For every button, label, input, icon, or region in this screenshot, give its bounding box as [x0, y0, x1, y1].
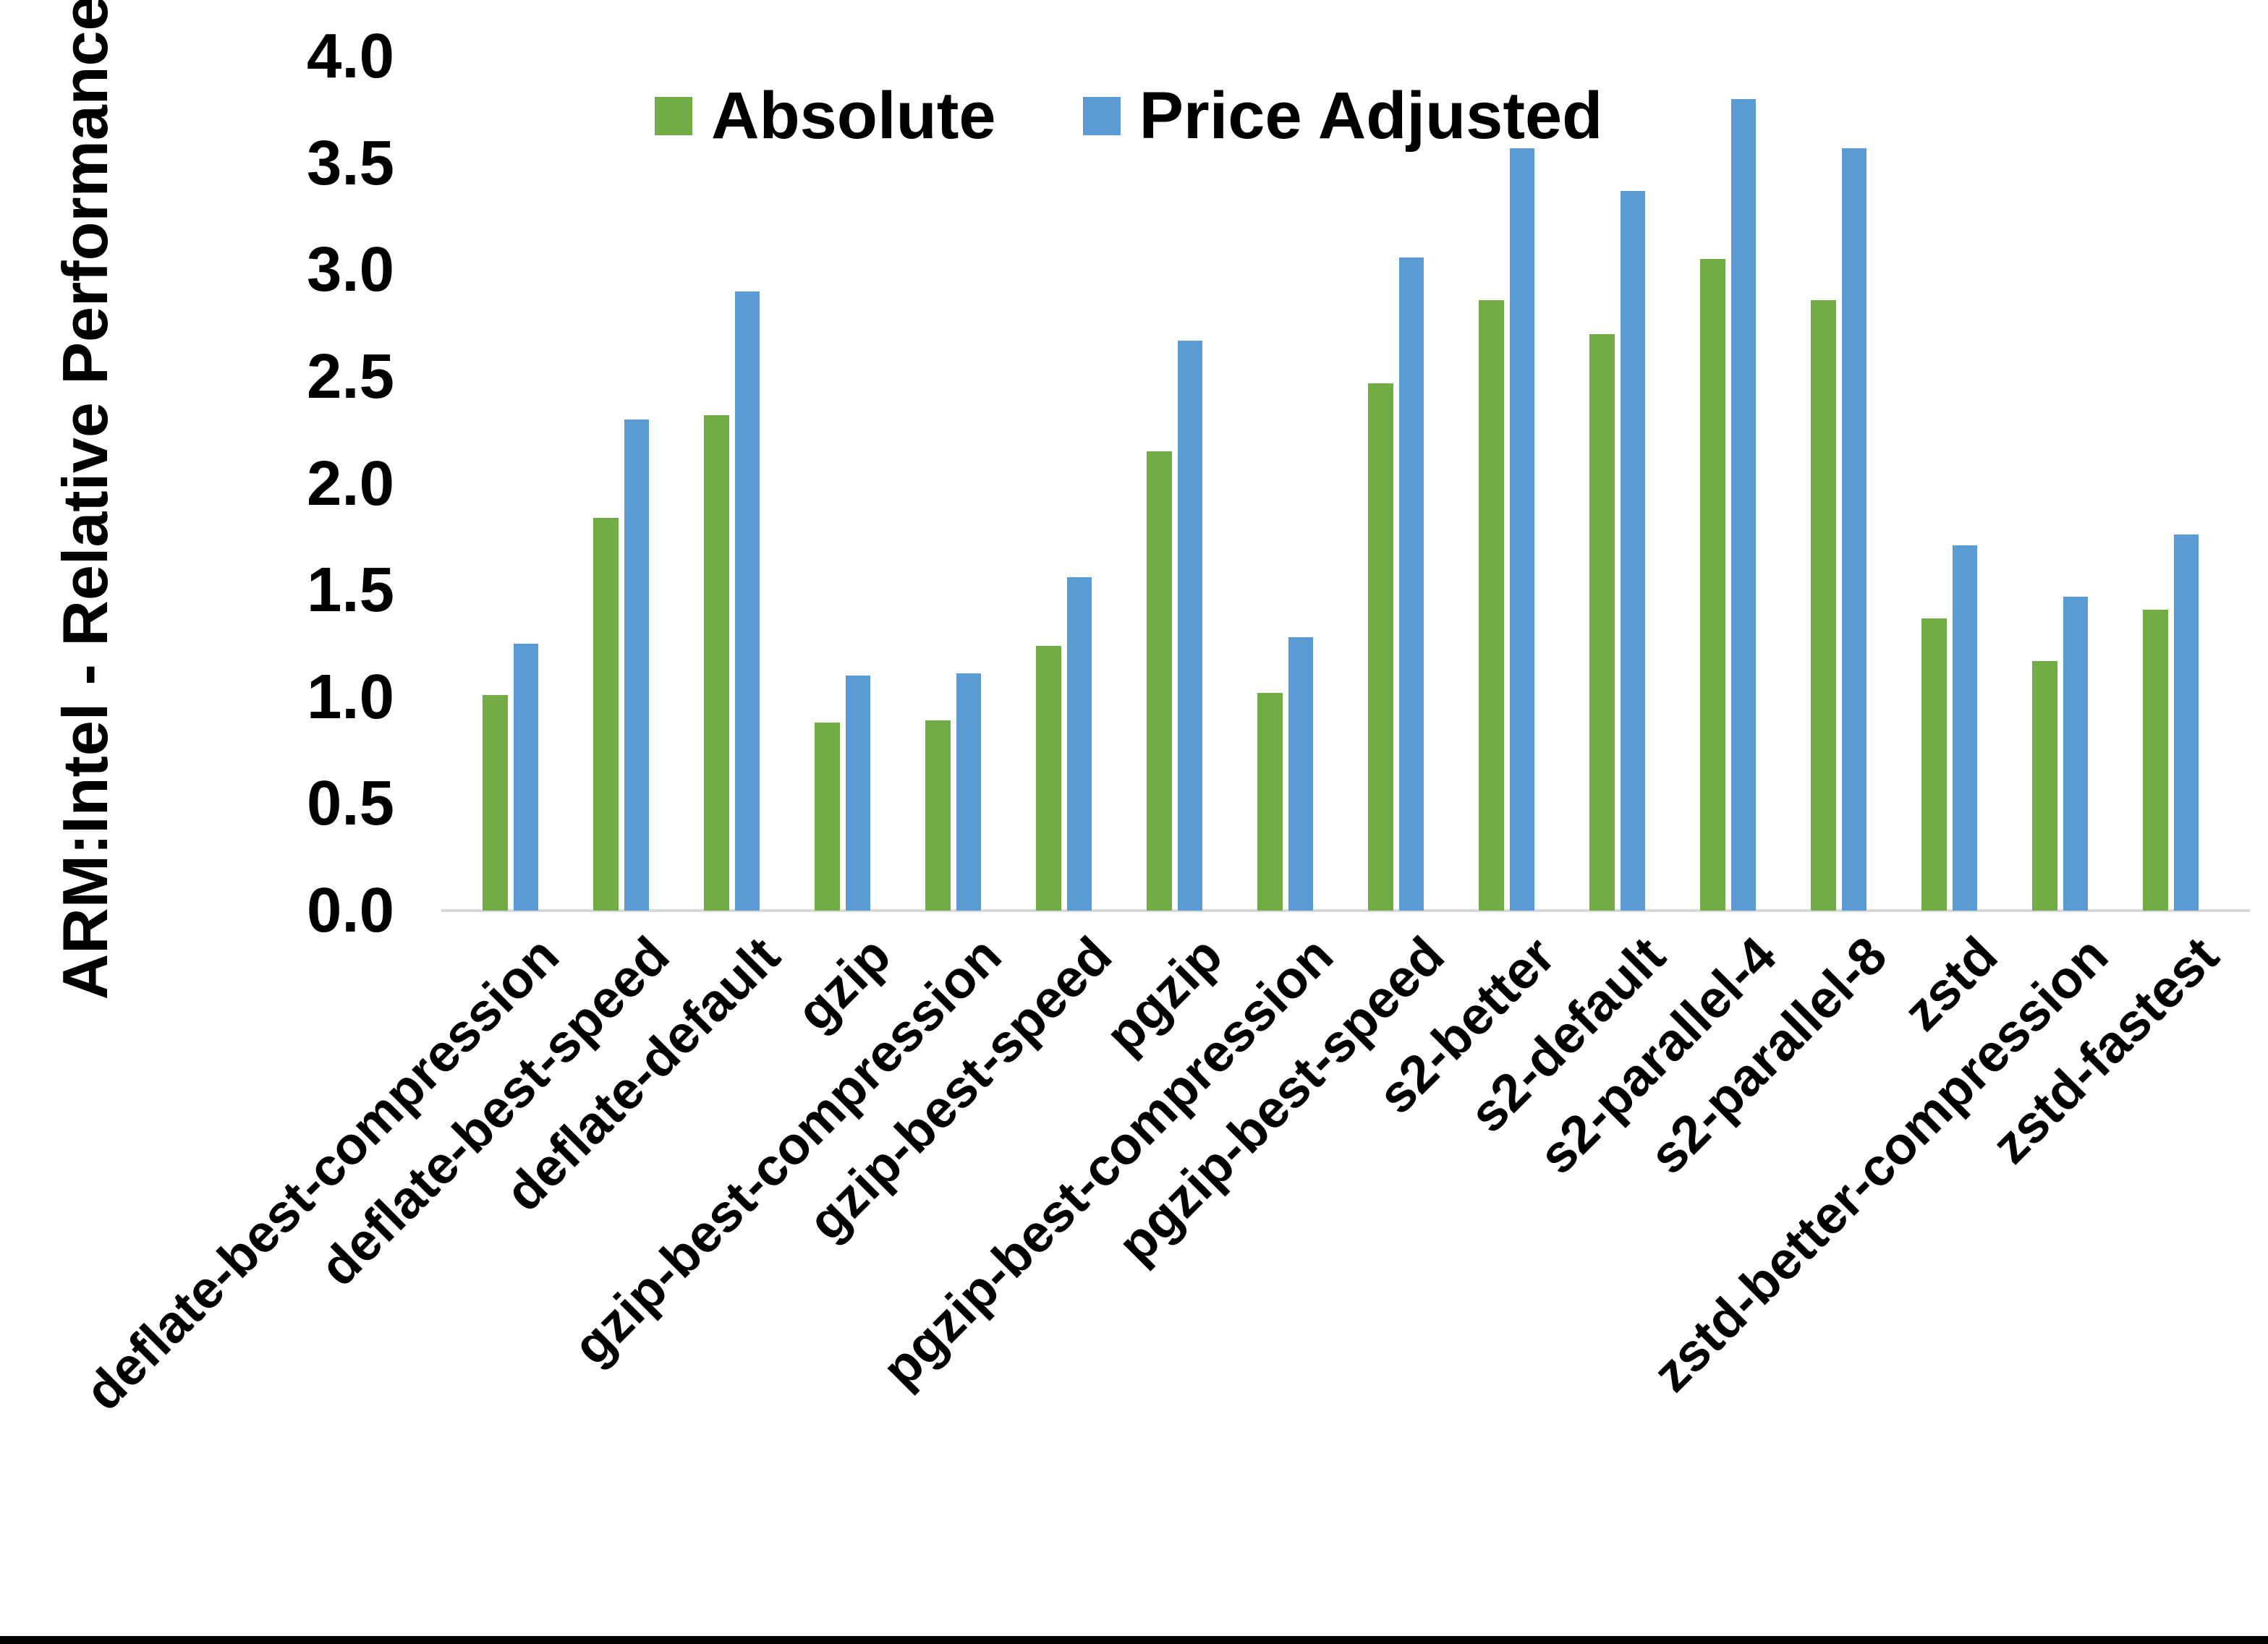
bar-price-adjusted-zstd-better-compression [2063, 597, 2088, 911]
legend-item-absolute: Absolute [655, 81, 996, 151]
bar-price-adjusted-s2-default [1621, 191, 1645, 911]
y-tick-label: 1.5 [307, 555, 394, 625]
y-tick-label: 4.0 [307, 21, 394, 91]
y-tick-label: 3.0 [307, 234, 394, 304]
bar-price-adjusted-deflate-best-speed [624, 419, 649, 911]
legend-swatch-icon [655, 96, 692, 135]
category-label-deflate-best-compression: deflate-best-compression [73, 926, 570, 1422]
bar-absolute-zstd-better-compression [2032, 661, 2057, 911]
legend-item-price-adjusted: Price Adjusted [1082, 79, 1603, 153]
bar-absolute-zstd [1921, 618, 1947, 911]
bar-absolute-deflate-best-compression [483, 695, 508, 911]
bar-absolute-gzip-best-compression [925, 720, 951, 911]
y-tick-label: 2.5 [307, 341, 394, 412]
bar-absolute-s2-parallel-4 [1700, 259, 1725, 911]
legend-label: Absolute [711, 79, 996, 153]
bar-absolute-pgzip-best-speed [1368, 383, 1393, 911]
bar-absolute-deflate-best-speed [593, 518, 619, 911]
bar-price-adjusted-pgzip [1178, 341, 1202, 911]
legend-swatch-icon [1082, 96, 1121, 135]
bar-price-adjusted-deflate-best-compression [514, 644, 538, 911]
bar-price-adjusted-zstd-fastest [2174, 534, 2199, 911]
bar-absolute-zstd-fastest [2143, 610, 2168, 911]
bar-price-adjusted-zstd [1953, 545, 1977, 911]
y-tick-label: 0.5 [307, 768, 394, 838]
bar-absolute-pgzip-best-compression [1257, 693, 1283, 911]
bar-price-adjusted-pgzip-best-compression [1288, 637, 1313, 911]
bar-absolute-gzip-best-speed [1036, 646, 1061, 911]
legend-label: Price Adjusted [1139, 79, 1603, 153]
bar-price-adjusted-s2-better [1510, 148, 1534, 911]
y-tick-label: 0.0 [307, 875, 394, 945]
bar-price-adjusted-gzip [846, 676, 870, 911]
bar-price-adjusted-gzip-best-compression [956, 673, 981, 911]
y-tick-label: 1.0 [307, 662, 394, 732]
x-axis-line [441, 909, 2250, 912]
bar-price-adjusted-gzip-best-speed [1067, 577, 1092, 911]
bar-absolute-s2-parallel-8 [1811, 300, 1836, 911]
bar-absolute-s2-default [1589, 334, 1615, 911]
y-tick-label: 2.0 [307, 448, 394, 519]
bar-absolute-gzip [815, 723, 840, 911]
legend: Absolute Price Adjusted [655, 81, 1602, 151]
bar-absolute-pgzip [1147, 451, 1172, 911]
screenshot-bottom-border [0, 1636, 2268, 1644]
y-tick-label: 3.5 [307, 128, 394, 198]
bar-absolute-deflate-default [704, 415, 729, 911]
bar-price-adjusted-s2-parallel-8 [1842, 148, 1866, 911]
bar-price-adjusted-s2-parallel-4 [1731, 99, 1756, 911]
bar-absolute-s2-better [1479, 300, 1504, 911]
bar-price-adjusted-pgzip-best-speed [1399, 257, 1424, 911]
bar-price-adjusted-deflate-default [735, 291, 760, 911]
